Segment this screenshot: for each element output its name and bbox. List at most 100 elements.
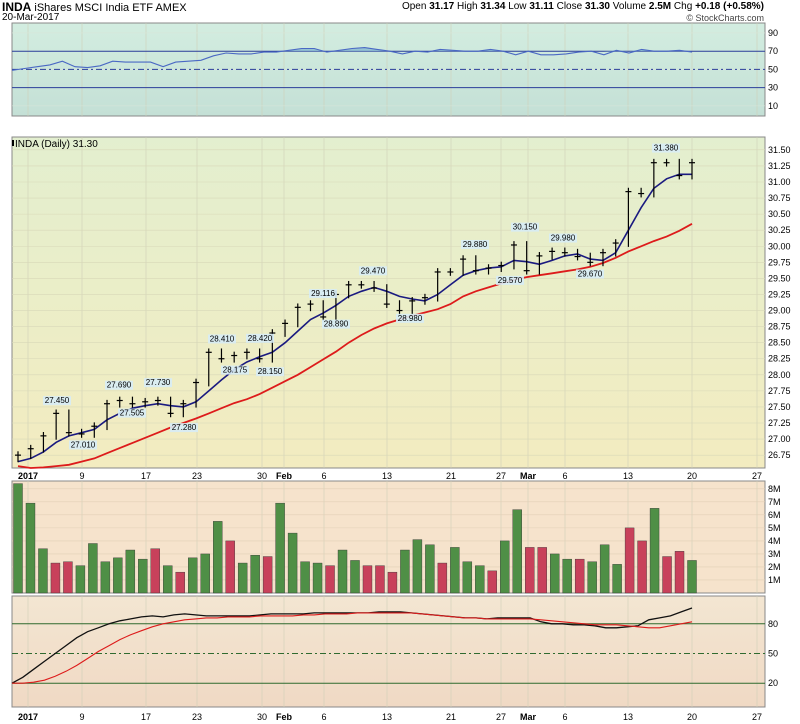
volume-bar bbox=[150, 548, 160, 594]
price-tick-label: 27.25 bbox=[768, 418, 791, 428]
price-tick-label: 27.50 bbox=[768, 402, 791, 412]
price-annotation-label: 29.116 bbox=[311, 289, 335, 298]
volume-bar bbox=[275, 502, 285, 594]
volume-bar bbox=[88, 543, 98, 594]
price-annotation: 29.880 bbox=[461, 239, 489, 249]
lower-x-tick-label: Feb bbox=[276, 712, 293, 722]
price-annotation: 29.670 bbox=[576, 269, 604, 279]
price-tick-label: 29.25 bbox=[768, 289, 791, 299]
price-annotation-label: 29.880 bbox=[463, 240, 488, 249]
price-annotation: 29.116 bbox=[309, 289, 337, 299]
price-annotation-label: 31.380 bbox=[654, 144, 679, 153]
volume-bar bbox=[475, 565, 485, 594]
volume-bar bbox=[250, 555, 260, 594]
price-tick-label: 30.25 bbox=[768, 225, 791, 235]
volume-tick-label: 5M bbox=[768, 523, 781, 533]
price-annotation-box bbox=[69, 440, 97, 450]
volume-bar bbox=[337, 549, 348, 594]
high-label: High bbox=[457, 1, 478, 12]
volume-bar bbox=[50, 562, 61, 594]
volume-bar bbox=[612, 564, 622, 594]
price-x-tick-label: 13 bbox=[382, 471, 392, 481]
price-annotation-label: 29.470 bbox=[361, 266, 386, 275]
volume-bar bbox=[300, 561, 310, 594]
price-annotation-box bbox=[549, 233, 577, 243]
exchange-name: AMEX bbox=[155, 2, 187, 14]
price-tick-label: 31.00 bbox=[768, 177, 791, 187]
security-name: iShares MSCI India ETF bbox=[34, 2, 153, 14]
price-annotation: 28.890 bbox=[322, 319, 350, 329]
volume-tick-label: 3M bbox=[768, 549, 781, 559]
price-x-tick-label: 6 bbox=[562, 471, 567, 481]
price-tick-label: 28.75 bbox=[768, 322, 791, 332]
lower-x-tick-label: 6 bbox=[562, 712, 567, 722]
close-label: Close bbox=[556, 1, 583, 12]
price-annotation-box bbox=[105, 380, 133, 390]
price-x-tick-label: 27 bbox=[496, 471, 506, 481]
rsi-tick-label: 30 bbox=[768, 83, 778, 93]
price-annotation-label: 27.280 bbox=[172, 423, 197, 432]
price-annotation: 28.980 bbox=[396, 313, 424, 323]
volume-bar bbox=[649, 508, 660, 594]
lower-tick-label: 20 bbox=[768, 678, 778, 688]
lower-indicator-panel bbox=[11, 595, 766, 708]
price-x-tick-label: 17 bbox=[141, 471, 151, 481]
lower-tick-label: 80 bbox=[768, 619, 778, 629]
price-annotation-box bbox=[396, 313, 424, 323]
price-annotation-label: 28.410 bbox=[210, 334, 235, 343]
volume-bar bbox=[687, 560, 697, 594]
price-annotation-box bbox=[246, 333, 274, 343]
volume-bar bbox=[362, 565, 373, 594]
quote-summary: Open 31.17 High 31.34 Low 31.11 Close 31… bbox=[402, 1, 764, 13]
chart-title: INDA iShares MSCI India ETF AMEX bbox=[2, 1, 187, 14]
volume-bar bbox=[13, 483, 23, 594]
price-tick-label: 28.50 bbox=[768, 338, 791, 348]
price-annotation-label: 29.570 bbox=[498, 276, 523, 285]
price-panel bbox=[11, 136, 766, 469]
volume-bar bbox=[550, 553, 560, 594]
price-annotation: 29.570 bbox=[496, 275, 524, 285]
volume-bar bbox=[200, 553, 210, 594]
volume-bar bbox=[637, 540, 647, 594]
close-value: 31.30 bbox=[584, 1, 610, 12]
volume-bar bbox=[462, 561, 473, 594]
lower-x-tick-label: 21 bbox=[446, 712, 456, 722]
price-annotation-label: 28.980 bbox=[398, 314, 423, 323]
price-x-tick-label: 27 bbox=[752, 471, 762, 481]
low-value: 31.11 bbox=[529, 1, 554, 12]
volume-bar bbox=[525, 547, 535, 594]
low-label: Low bbox=[508, 1, 527, 12]
lower-slow-line bbox=[12, 612, 693, 684]
rsi-tick-label: 70 bbox=[768, 46, 778, 56]
price-annotation-box bbox=[652, 143, 680, 153]
price-annotation: 30.150 bbox=[511, 222, 539, 232]
price-annotation: 27.450 bbox=[43, 396, 71, 406]
volume-bar bbox=[113, 557, 123, 594]
rsi-overbought-fill bbox=[12, 47, 692, 52]
volume-bar bbox=[25, 502, 36, 594]
rsi-tick-label: 10 bbox=[768, 101, 778, 111]
lower-x-tick-label: 27 bbox=[496, 712, 506, 722]
volume-tick-label: 6M bbox=[768, 510, 781, 520]
price-tick-label: 26.75 bbox=[768, 450, 791, 460]
price-x-tick-label: 13 bbox=[623, 471, 633, 481]
volume-bar bbox=[75, 565, 86, 594]
price-annotation-box bbox=[43, 396, 71, 406]
price-annotation: 28.175 bbox=[221, 365, 249, 375]
price-annotation-box bbox=[322, 319, 350, 329]
volume-bar bbox=[213, 521, 223, 594]
volume-value: 2.5M bbox=[648, 1, 672, 12]
volume-bar bbox=[225, 540, 235, 594]
volume-bar bbox=[237, 562, 248, 594]
price-panel-label: INDA (Daily) 31.30 bbox=[15, 139, 98, 150]
volume-bar bbox=[500, 540, 510, 594]
volume-bar bbox=[188, 557, 198, 594]
price-annotation: 27.280 bbox=[170, 423, 198, 433]
open-label: Open bbox=[401, 1, 427, 12]
price-x-tick-label: 20 bbox=[687, 471, 697, 481]
price-tick-label: 31.25 bbox=[768, 161, 791, 171]
volume-bar bbox=[38, 548, 48, 594]
lower-x-tick-label: Mar bbox=[520, 712, 537, 722]
volume-bar bbox=[100, 561, 111, 594]
price-annotation-label: 27.690 bbox=[107, 381, 132, 390]
